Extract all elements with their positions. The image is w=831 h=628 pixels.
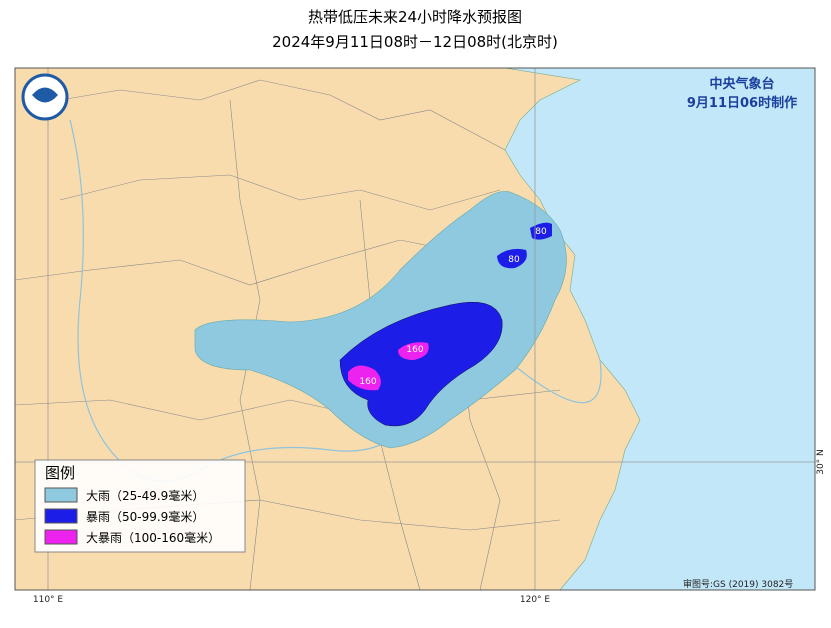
rainstorm-area — [339, 301, 503, 427]
legend-swatch — [44, 529, 78, 545]
rainstorm-area — [530, 222, 552, 240]
contour-label: 80 — [508, 255, 520, 265]
rainstorm-area — [497, 248, 527, 269]
map: 80 80 160 160 中央气象台 9月11日06时制作 图例 大雨（25-… — [14, 67, 816, 591]
legend-swatch — [44, 508, 78, 524]
legend-item: 暴雨（50-99.9毫米） — [86, 509, 204, 524]
torrential-rain-area — [348, 365, 381, 391]
review-number: 审图号:GS (2019) 3082号 — [683, 578, 793, 590]
issue-time: 9月11日06时制作 — [687, 95, 797, 111]
contour-label: 160 — [406, 345, 423, 355]
legend-swatch — [44, 487, 78, 503]
title-line2: 2024年9月11日08时－12日08时(北京时) — [272, 33, 558, 51]
logo-mark — [32, 87, 58, 103]
title-line1: 热带低压未来24小时降水预报图 — [308, 8, 522, 26]
torrential-rain-area — [398, 342, 429, 360]
sea — [504, 67, 816, 591]
heavy-rain-area — [194, 191, 567, 449]
lon-label: 110° E — [33, 595, 64, 605]
contour-label: 80 — [535, 227, 547, 237]
map-frame — [14, 67, 816, 591]
lon-label: 120° E — [520, 595, 551, 605]
contour-label: 160 — [359, 377, 376, 387]
agency: 中央气象台 — [709, 76, 774, 92]
legend-item: 大雨（25-49.9毫米） — [86, 488, 204, 503]
legend: 图例 大雨（25-49.9毫米） 暴雨（50-99.9毫米） 大暴雨（100-1… — [34, 459, 246, 553]
legend-title: 图例 — [45, 464, 75, 482]
lat-label: 30° N — [816, 449, 826, 475]
legend-item: 大暴雨（100-160毫米） — [86, 530, 220, 545]
